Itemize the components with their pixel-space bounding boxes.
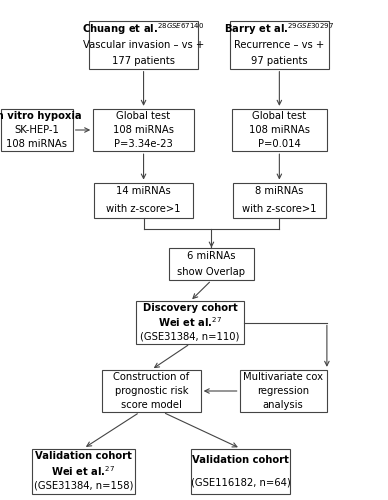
FancyBboxPatch shape [233, 182, 326, 218]
Text: Multivariate cox: Multivariate cox [243, 372, 323, 382]
Text: Construction of: Construction of [113, 372, 189, 382]
Text: (GSE116182, n=64): (GSE116182, n=64) [191, 477, 291, 487]
FancyBboxPatch shape [230, 21, 329, 68]
Text: regression: regression [257, 386, 309, 396]
Text: Barry et al.$^{29 GSE30297}$: Barry et al.$^{29 GSE30297}$ [224, 22, 334, 37]
FancyBboxPatch shape [89, 21, 198, 68]
Text: with z-score>1: with z-score>1 [242, 204, 317, 214]
FancyBboxPatch shape [32, 448, 135, 494]
Text: score model: score model [121, 400, 182, 410]
Text: Global test: Global test [252, 111, 307, 121]
Text: 108 miRNAs: 108 miRNAs [6, 139, 68, 149]
Text: 108 miRNAs: 108 miRNAs [249, 125, 310, 135]
Text: Chuang et al.$^{28 GSE67140}$: Chuang et al.$^{28 GSE67140}$ [83, 22, 204, 37]
Text: In vitro hypoxia: In vitro hypoxia [0, 111, 81, 121]
Text: Discovery cohort: Discovery cohort [143, 304, 237, 314]
Text: Wei et al.$^{27}$: Wei et al.$^{27}$ [158, 316, 222, 330]
Text: Validation cohort: Validation cohort [35, 451, 132, 461]
Text: (GSE31384, n=110): (GSE31384, n=110) [140, 332, 240, 342]
Text: (GSE31384, n=158): (GSE31384, n=158) [34, 481, 133, 491]
FancyBboxPatch shape [94, 182, 193, 218]
Text: P=0.014: P=0.014 [258, 139, 301, 149]
Text: P=3.34e-23: P=3.34e-23 [114, 139, 173, 149]
FancyBboxPatch shape [1, 109, 73, 151]
Text: Recurrence – vs +: Recurrence – vs + [234, 40, 324, 50]
FancyBboxPatch shape [93, 109, 194, 151]
Text: Global test: Global test [116, 111, 171, 121]
Text: 14 miRNAs: 14 miRNAs [116, 186, 171, 196]
Text: 8 miRNAs: 8 miRNAs [255, 186, 303, 196]
FancyBboxPatch shape [232, 109, 327, 151]
Text: prognostic risk: prognostic risk [114, 386, 188, 396]
Text: Vascular invasion – vs +: Vascular invasion – vs + [83, 40, 204, 50]
Text: SK-HEP-1: SK-HEP-1 [14, 125, 59, 135]
FancyBboxPatch shape [191, 448, 290, 494]
Text: Validation cohort: Validation cohort [192, 455, 289, 465]
FancyBboxPatch shape [102, 370, 201, 412]
Text: show Overlap: show Overlap [177, 267, 246, 277]
Text: Wei et al.$^{27}$: Wei et al.$^{27}$ [51, 464, 116, 478]
Text: with z-score>1: with z-score>1 [106, 204, 181, 214]
Text: 97 patients: 97 patients [251, 56, 308, 66]
Text: analysis: analysis [263, 400, 304, 410]
Text: 6 miRNAs: 6 miRNAs [187, 251, 236, 261]
FancyBboxPatch shape [239, 370, 327, 412]
Text: 177 patients: 177 patients [112, 56, 175, 66]
FancyBboxPatch shape [169, 248, 254, 280]
FancyBboxPatch shape [136, 301, 244, 344]
Text: 108 miRNAs: 108 miRNAs [113, 125, 174, 135]
